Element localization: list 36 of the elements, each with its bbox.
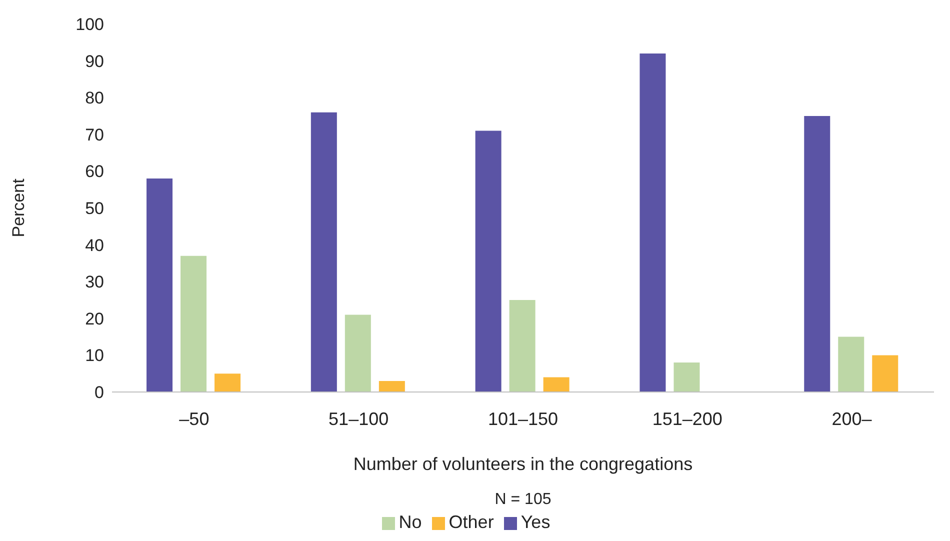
bar	[378, 380, 405, 392]
y-tick-label: 20	[85, 309, 104, 328]
x-tick-label: –50	[179, 408, 210, 429]
y-tick-label: 10	[85, 346, 104, 366]
bar	[674, 362, 700, 392]
bar	[804, 116, 830, 392]
y-tick-label: 90	[85, 52, 104, 71]
y-tick-label: 40	[85, 236, 104, 255]
bar	[509, 300, 536, 392]
y-axis-title: Percent	[9, 178, 28, 238]
bar	[310, 112, 337, 392]
y-tick-label: 80	[85, 88, 104, 108]
x-axis-title: Number of volunteers in the congregations	[353, 454, 693, 474]
y-tick-label: 100	[76, 15, 104, 34]
x-tick-label: 101–150	[488, 408, 558, 429]
text: N = 105	[494, 491, 552, 508]
y-tick-label: 30	[85, 272, 104, 292]
bar	[146, 178, 173, 392]
x-tick-label: 51–100	[328, 408, 389, 429]
y-tick-label: 0	[94, 383, 104, 402]
y-tick-label: 50	[85, 199, 104, 218]
x-tick-label: 151–200	[652, 408, 722, 429]
y-tick-label: 70	[85, 125, 104, 144]
bar	[475, 130, 502, 392]
x-tick-label: 200–	[832, 408, 872, 429]
legend-label: Yes	[520, 512, 550, 532]
bar	[872, 355, 898, 392]
bar	[214, 374, 241, 392]
legend-label: No	[398, 512, 422, 532]
bar	[640, 53, 666, 392]
bar	[543, 377, 570, 392]
bar	[838, 336, 864, 392]
y-tick-label: 60	[85, 162, 104, 182]
bar	[180, 256, 207, 392]
bar	[344, 314, 371, 392]
legend-label: Other	[448, 512, 494, 532]
